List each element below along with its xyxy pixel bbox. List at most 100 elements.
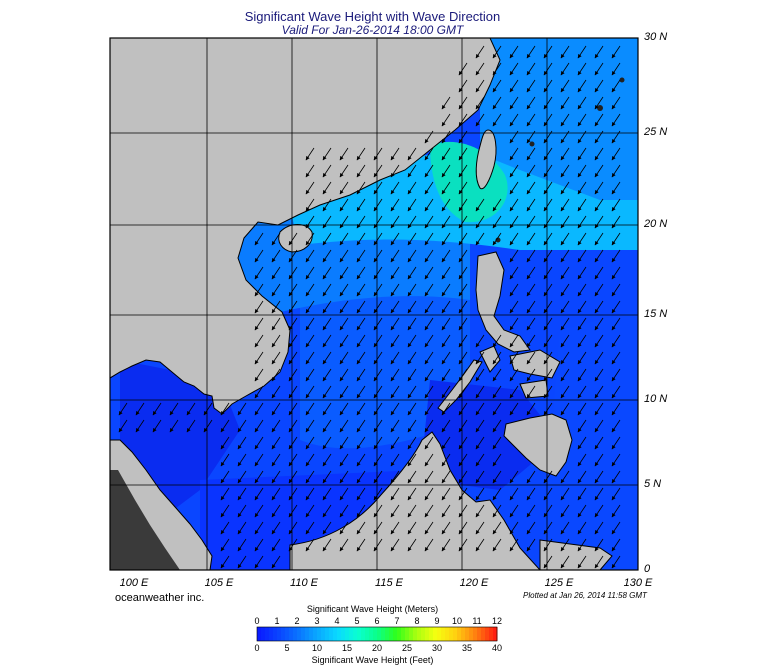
colorbar-segment — [441, 627, 446, 641]
wave-direction-arrow — [356, 300, 366, 314]
wave-direction-arrow — [594, 181, 604, 195]
wave-direction-arrow — [390, 368, 400, 382]
wave-direction-arrow — [492, 45, 502, 59]
wave-direction-arrow — [407, 317, 417, 331]
colorbar-segment — [269, 627, 274, 641]
wave-direction-arrow — [220, 436, 230, 450]
colorbar-feet-tick: 30 — [431, 643, 442, 653]
wave-direction-arrow — [305, 538, 315, 552]
wave-direction-arrow — [441, 487, 451, 501]
wave-direction-arrow — [543, 147, 553, 161]
wave-direction-arrow — [458, 368, 468, 382]
wave-direction-arrow — [390, 198, 400, 212]
wave-direction-arrow — [441, 521, 451, 535]
wave-direction-arrow — [611, 453, 621, 467]
wave-direction-arrow — [254, 521, 264, 535]
wave-direction-arrow — [373, 504, 383, 518]
wave-direction-arrow — [424, 283, 434, 297]
wave-direction-arrow — [458, 538, 468, 552]
colorbar-feet-tick: 5 — [284, 643, 290, 653]
wave-direction-arrow — [509, 487, 519, 501]
wave-direction-arrow — [492, 334, 502, 348]
wave-direction-arrow — [424, 232, 434, 246]
wave-direction-arrow — [441, 96, 451, 110]
colorbar-segment — [377, 627, 382, 641]
wave-direction-arrow — [424, 368, 434, 382]
wave-direction-arrow — [611, 470, 621, 484]
wave-direction-arrow — [577, 487, 587, 501]
wave-direction-arrow — [237, 419, 247, 433]
wave-direction-arrow — [560, 470, 570, 484]
wave-direction-arrow — [237, 504, 247, 518]
wave-direction-arrow — [509, 504, 519, 518]
wave-direction-arrow — [373, 453, 383, 467]
wave-direction-arrow — [458, 164, 468, 178]
wave-direction-arrow — [254, 351, 264, 365]
wave-direction-arrow — [424, 538, 434, 552]
wave-direction-arrow — [543, 62, 553, 76]
wave-direction-arrow — [407, 538, 417, 552]
colorbar-segment — [457, 627, 462, 641]
wave-direction-arrow — [475, 96, 485, 110]
lon-label: 100 E — [119, 577, 149, 589]
wave-direction-arrow — [424, 266, 434, 280]
wave-direction-arrow — [577, 368, 587, 382]
wave-direction-arrow — [594, 317, 604, 331]
wave-direction-arrow — [441, 504, 451, 518]
wave-direction-arrow — [509, 198, 519, 212]
wave-direction-arrow — [611, 419, 621, 433]
wave-direction-arrow — [271, 521, 281, 535]
wave-direction-arrow — [356, 283, 366, 297]
wave-direction-arrow — [560, 504, 570, 518]
colorbar-segment — [397, 627, 402, 641]
wave-direction-arrow — [305, 300, 315, 314]
wave-direction-arrow — [339, 368, 349, 382]
wave-direction-arrow — [594, 470, 604, 484]
wave-direction-arrow — [135, 402, 145, 416]
wave-direction-arrow — [373, 402, 383, 416]
wave-direction-arrow — [577, 45, 587, 59]
wave-direction-arrow — [424, 300, 434, 314]
wave-direction-arrow — [594, 130, 604, 144]
wave-direction-arrow — [288, 317, 298, 331]
wave-direction-arrow — [560, 79, 570, 93]
lat-label: 15 N — [644, 308, 668, 320]
wave-direction-arrow — [611, 402, 621, 416]
wave-direction-arrow — [407, 164, 417, 178]
colorbar-segment — [417, 627, 422, 641]
wave-direction-arrow — [373, 436, 383, 450]
wave-direction-arrow — [441, 453, 451, 467]
wave-direction-arrow — [560, 198, 570, 212]
wave-direction-arrow — [594, 351, 604, 365]
wave-direction-arrow — [611, 147, 621, 161]
wave-direction-arrow — [441, 300, 451, 314]
wave-direction-arrow — [560, 385, 570, 399]
wave-direction-arrow — [458, 436, 468, 450]
wave-direction-arrow — [373, 266, 383, 280]
wave-direction-arrow — [152, 402, 162, 416]
wave-direction-arrow — [322, 470, 332, 484]
wave-direction-arrow — [390, 164, 400, 178]
wave-direction-arrow — [271, 368, 281, 382]
wave-direction-arrow — [373, 181, 383, 195]
wave-direction-arrow — [322, 351, 332, 365]
wave-direction-arrow — [441, 181, 451, 195]
wave-direction-arrow — [492, 198, 502, 212]
wave-direction-arrow — [441, 419, 451, 433]
colorbar-segment — [313, 627, 318, 641]
wave-direction-arrow — [339, 470, 349, 484]
wave-direction-arrow — [577, 402, 587, 416]
wave-direction-arrow — [356, 249, 366, 263]
wave-direction-arrow — [594, 79, 604, 93]
wave-direction-arrow — [339, 283, 349, 297]
wave-direction-arrow — [407, 419, 417, 433]
wave-direction-arrow — [492, 232, 502, 246]
wave-direction-arrow — [560, 266, 570, 280]
wave-direction-arrow — [288, 351, 298, 365]
colorbar-segment — [425, 627, 430, 641]
colorbar-segment — [321, 627, 326, 641]
lat-label: 5 N — [644, 478, 662, 490]
lon-label: 115 E — [375, 577, 403, 589]
wave-direction-arrow — [441, 351, 451, 365]
colorbar-segment — [333, 627, 338, 641]
